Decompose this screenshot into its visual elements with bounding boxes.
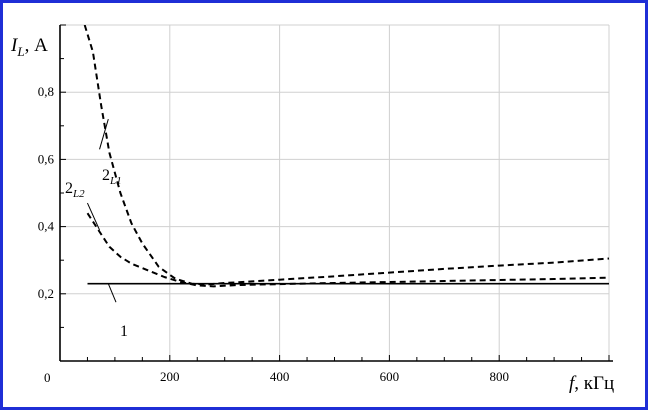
x-tick-label-2: 600: [380, 369, 400, 384]
curve-label-2L1: 2L1: [102, 167, 122, 187]
origin-label: 0: [44, 370, 51, 385]
x-axis-var: f: [569, 373, 577, 394]
leader-2L1: [99, 118, 109, 150]
curve-label-2L2-main: 2: [65, 180, 73, 197]
curve-label-2L2-sub: L2: [72, 188, 85, 200]
leader-2L2: [86, 202, 100, 231]
tick-labels: 200 400 600 800 0,2 0,4 0,6 0,8: [38, 84, 509, 384]
x-tick-label-1: 400: [270, 369, 290, 384]
x-axis-unit: , кГц: [574, 373, 614, 394]
y-tick-label-2: 0,6: [38, 151, 55, 166]
axes: [59, 24, 613, 362]
y-axis-unit: , А: [25, 35, 49, 56]
x-axis-label: f, кГц: [569, 373, 614, 394]
y-tick-label-3: 0,8: [38, 84, 54, 99]
series-curves: [83, 25, 610, 288]
label-leaders: [86, 118, 117, 303]
curve-label-2L2: 2L2: [65, 180, 85, 200]
curve-label-1: 1: [120, 323, 128, 340]
x-tick-label-0: 200: [160, 369, 180, 384]
series-2L1-line: [83, 25, 610, 286]
y-axis-label: IL, А: [10, 35, 48, 59]
y-axis-sub: L: [16, 44, 24, 59]
y-tick-label-0: 0,2: [38, 286, 54, 301]
grid: [60, 24, 610, 361]
y-axis-var: I: [10, 35, 19, 56]
curve-label-2L1-sub: L1: [109, 175, 122, 187]
x-tick-label-3: 800: [489, 369, 509, 384]
leader-1: [107, 283, 117, 303]
y-tick-label-1: 0,4: [38, 219, 55, 234]
series-2L2-line: [86, 212, 610, 288]
curve-label-2L1-main: 2: [102, 167, 110, 184]
